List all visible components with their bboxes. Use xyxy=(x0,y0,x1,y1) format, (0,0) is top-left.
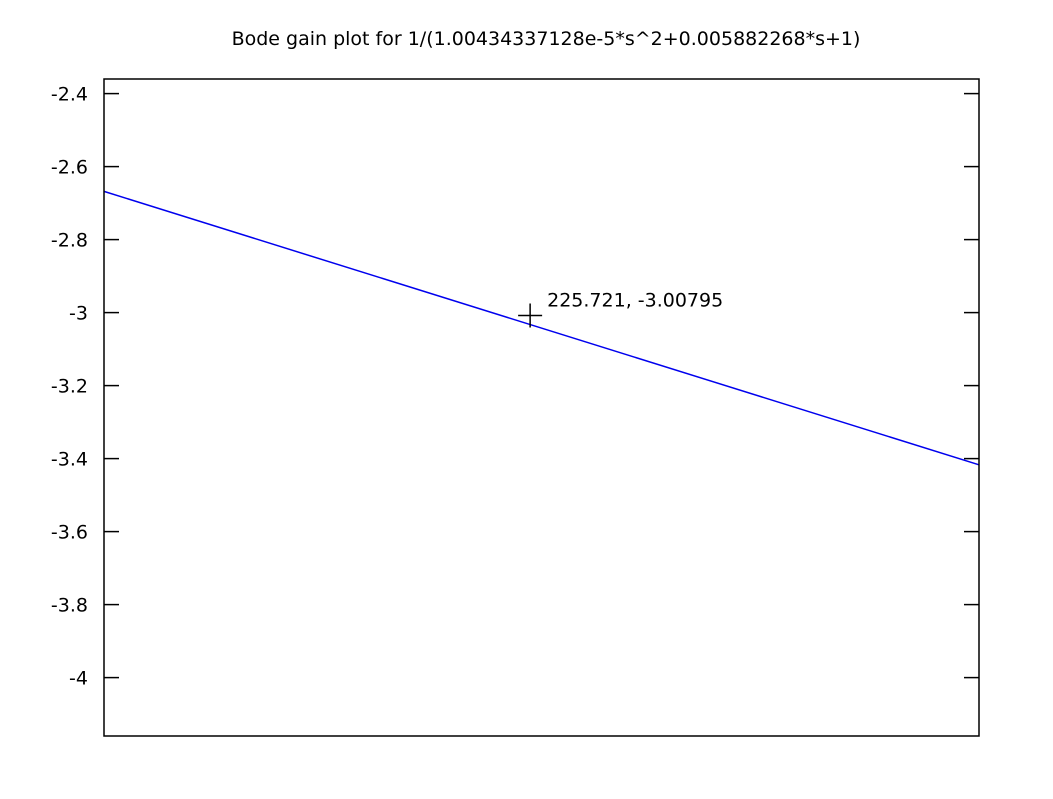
y-tick-label: -3.6 xyxy=(51,522,88,544)
y-tick-label: -3 xyxy=(69,303,88,325)
y-tick-label: -2.6 xyxy=(51,157,88,179)
y-tick-label: -3.8 xyxy=(51,595,88,617)
cursor-readout-label: 225.721, -3.00795 xyxy=(547,290,723,312)
y-tick-label: -4 xyxy=(69,668,88,690)
chart-title: Bode gain plot for 1/(1.00434337128e-5*s… xyxy=(232,28,861,50)
y-axis-tick-labels: -2.4 -2.6 -2.8 -3 -3.2 -3.4 -3.6 -3.8 -4 xyxy=(51,84,88,690)
gain-series-line xyxy=(103,190,980,466)
y-axis-ticks xyxy=(104,92,979,679)
y-tick-label: -3.2 xyxy=(51,376,88,398)
plot-frame xyxy=(103,78,980,737)
y-tick-label: -2.4 xyxy=(51,84,88,106)
cursor-crosshair xyxy=(518,303,543,328)
y-tick-label: -3.4 xyxy=(51,449,88,471)
y-tick-label: -2.8 xyxy=(51,230,88,252)
